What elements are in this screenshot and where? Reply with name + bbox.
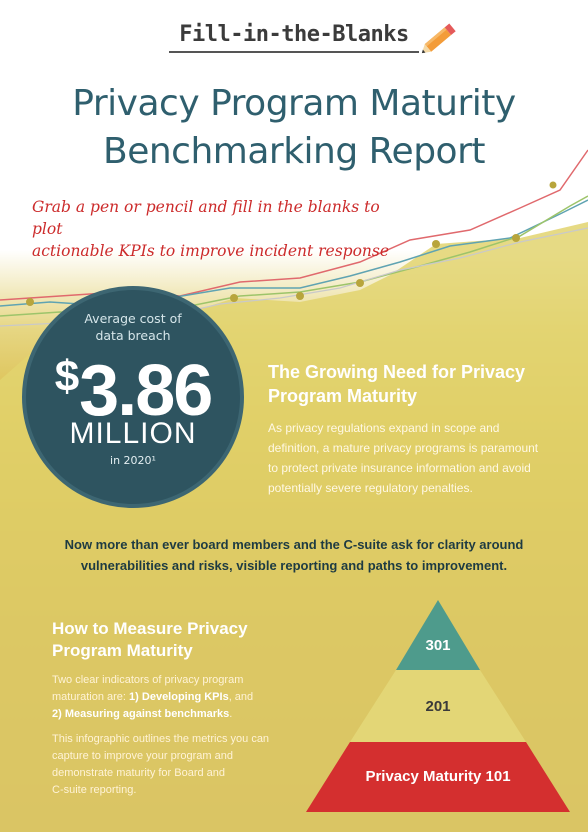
measure-benchmark-text: 2) Measuring against benchmarks — [52, 708, 230, 720]
stat-dollar-sign: $ — [54, 352, 80, 401]
pyramid-tier-101 — [306, 742, 570, 812]
maturity-pyramid: 301 201 Privacy Maturity 101 — [306, 600, 570, 812]
growing-need-heading-line-2: Program Maturity — [268, 386, 418, 406]
breach-cost-stat-circle: Average cost of data breach $3.86 MILLIO… — [22, 286, 244, 508]
how-to-measure-heading-line-1: How to Measure Privacy — [52, 619, 248, 638]
how-to-measure-heading: How to Measure Privacy Program Maturity — [52, 618, 292, 662]
measure-p1-prefix: maturation are: — [52, 691, 130, 703]
page-subtitle: Grab a pen or pencil and fill in the bla… — [32, 196, 412, 262]
board-callout-line-2: vulnerabilities and risks, visible repor… — [80, 558, 508, 573]
stat-number: 3.86 — [79, 351, 213, 431]
growing-need-heading-line-1: The Growing Need for Privacy — [268, 362, 526, 382]
growing-need-heading: The Growing Need for Privacy Program Mat… — [268, 360, 568, 408]
growing-need-body-line-4: potentially severe regulatory penalties. — [268, 481, 473, 495]
stat-label: Average cost of data breach — [26, 310, 240, 344]
pencil-icon — [421, 23, 456, 54]
board-callout: Now more than ever board members and the… — [30, 534, 558, 576]
pyramid-label-201: 201 — [425, 698, 450, 715]
how-to-measure-paragraph-1: Two clear indicators of privacy program … — [52, 672, 292, 723]
stat-unit: MILLION — [69, 417, 197, 450]
banner-text: Fill-in-the-Blanks — [169, 20, 419, 53]
page-title-line-2: Benchmarking Report — [103, 131, 486, 172]
growing-need-body-line-1: As privacy regulations expand in scope a… — [268, 421, 500, 435]
measure-and-text: , and — [228, 691, 254, 703]
growing-need-body: As privacy regulations expand in scope a… — [268, 418, 568, 498]
pyramid-label-101: Privacy Maturity 101 — [365, 768, 510, 785]
stat-year: in 2020¹ — [110, 454, 156, 467]
measure-p2-line-3: demonstrate maturity for Board and — [52, 767, 226, 779]
measure-period: . — [229, 708, 233, 720]
growing-need-section: The Growing Need for Privacy Program Mat… — [268, 360, 568, 498]
page-title: Privacy Program Maturity Benchmarking Re… — [0, 80, 588, 176]
measure-p2-line-4: C-suite reporting. — [52, 784, 137, 796]
subtitle-line-1: Grab a pen or pencil and fill in the bla… — [32, 198, 380, 238]
trend-line-dots — [26, 181, 557, 314]
how-to-measure-heading-line-2: Program Maturity — [52, 641, 193, 660]
measure-kpi-text: 1) Developing KPIs — [129, 691, 229, 703]
measure-p1-line-1: Two clear indicators of privacy program — [52, 674, 244, 686]
pyramid-tier-301 — [396, 600, 480, 670]
page-title-line-1: Privacy Program Maturity — [72, 83, 516, 124]
pyramid-tier-201 — [350, 670, 526, 742]
how-to-measure-section: How to Measure Privacy Program Maturity … — [52, 618, 292, 799]
fill-in-the-blanks-banner: Fill-in-the-Blanks — [0, 20, 588, 53]
stat-label-line-1: Average cost of — [84, 311, 182, 326]
growing-need-body-line-3: to protect private insurance information… — [268, 461, 531, 475]
measure-p2-line-2: capture to improve your program and — [52, 750, 233, 762]
stat-label-line-2: data breach — [95, 328, 171, 343]
subtitle-line-2: actionable KPIs to improve incident resp… — [32, 242, 390, 260]
how-to-measure-paragraph-2: This infographic outlines the metrics yo… — [52, 731, 292, 799]
stat-value: $3.86 — [26, 334, 240, 434]
measure-p2-line-1: This infographic outlines the metrics yo… — [52, 733, 270, 745]
board-callout-line-1: Now more than ever board members and the… — [64, 537, 524, 552]
growing-need-body-line-2: definition, a mature privacy programs is… — [268, 441, 539, 455]
pyramid-label-301: 301 — [425, 637, 450, 654]
